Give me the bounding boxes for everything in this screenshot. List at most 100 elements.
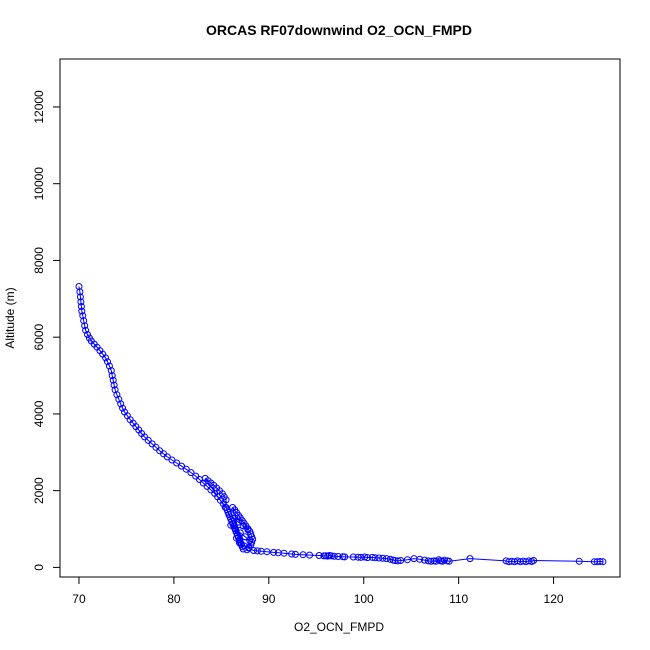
data-point: [330, 552, 338, 560]
x-tick-label: 80: [167, 592, 181, 606]
x-tick-label: 100: [354, 592, 374, 606]
data-point: [80, 317, 88, 325]
data-point: [236, 529, 244, 537]
data-point: [354, 553, 362, 561]
data-point: [111, 386, 119, 394]
y-tick-label: 12000: [32, 90, 46, 124]
x-tick-label: 110: [449, 592, 468, 606]
data-point: [104, 358, 111, 366]
data-point: [152, 443, 160, 451]
data-point: [163, 453, 171, 461]
data-point: [403, 556, 411, 564]
data-point: [239, 522, 247, 530]
data-point: [439, 557, 446, 565]
data-point: [299, 551, 307, 559]
data-point: [76, 288, 84, 296]
data-point: [341, 553, 349, 561]
data-point: [421, 556, 428, 564]
data-point: [110, 381, 118, 389]
plot-frame: [59, 58, 621, 578]
data-point: [361, 553, 369, 561]
data-point: [108, 372, 116, 380]
data-point: [440, 556, 448, 564]
data-point: [227, 521, 235, 529]
data-point: [244, 526, 252, 534]
x-axis: 70 80 90 100 110 120: [72, 576, 564, 606]
data-point: [416, 555, 424, 563]
data-point: [117, 400, 125, 408]
data-point: [288, 550, 296, 558]
data-point: [107, 367, 115, 375]
data-point: [246, 537, 254, 544]
data-point: [173, 459, 181, 467]
data-point: [113, 391, 121, 399]
data-point: [349, 553, 357, 561]
data-point: [445, 557, 453, 565]
data-point: [84, 331, 91, 338]
data-point: [270, 548, 278, 556]
data-point: [466, 555, 474, 563]
series-layer: [75, 283, 607, 566]
y-axis: 0 2000 4000 6000 8000 10000 12000: [32, 90, 61, 571]
data-point: [291, 550, 299, 558]
data-point: [599, 558, 607, 566]
data-point: [78, 307, 86, 315]
y-tick-label: 0: [32, 564, 46, 571]
data-point: [530, 557, 538, 564]
data-point: [187, 469, 195, 477]
data-point: [102, 354, 110, 362]
data-point: [115, 395, 123, 403]
data-point: [364, 554, 371, 562]
data-point: [427, 557, 435, 565]
data-point: [306, 551, 314, 559]
data-point: [596, 558, 604, 565]
data-point: [394, 557, 402, 565]
data-point: [280, 549, 288, 557]
data-point: [119, 404, 127, 412]
data-point: [379, 554, 387, 562]
data-point: [182, 465, 190, 473]
data-point: [234, 518, 242, 526]
data-point: [105, 362, 113, 370]
y-tick-label: 6000: [32, 324, 46, 351]
y-tick-label: 4000: [32, 400, 46, 427]
data-point: [141, 433, 148, 441]
y-tick-label: 8000: [32, 247, 46, 274]
data-point: [371, 554, 379, 562]
x-tick-label: 90: [262, 592, 276, 606]
data-point: [178, 462, 185, 470]
data-point: [375, 554, 383, 562]
data-point: [253, 547, 261, 555]
chart-title: ORCAS RF07downwind O2_OCN_FMPD: [206, 22, 472, 38]
data-point: [383, 555, 390, 563]
data-point: [250, 547, 258, 554]
series-line: [78, 286, 603, 563]
data-point: [575, 557, 583, 565]
data-point: [225, 511, 233, 518]
y-tick-label: 10000: [32, 167, 46, 201]
data-point: [79, 312, 87, 320]
x-tick-label: 120: [544, 592, 564, 606]
y-axis-label: Altitude (m): [3, 287, 17, 348]
data-point: [368, 553, 376, 561]
data-point: [334, 553, 342, 560]
data-point: [77, 298, 85, 306]
data-point: [76, 293, 84, 301]
data-point: [525, 557, 533, 565]
data-point: [82, 326, 90, 334]
data-point: [230, 514, 238, 522]
data-point: [241, 533, 249, 541]
data-point: [397, 557, 405, 564]
data-point: [315, 552, 323, 559]
data-point: [357, 553, 365, 561]
data-point: [109, 376, 117, 384]
data-point: [144, 436, 152, 444]
data-point: [263, 548, 271, 556]
data-point: [328, 552, 335, 560]
data-point: [77, 303, 85, 310]
x-axis-label: O2_OCN_FMPD: [294, 620, 384, 634]
x-tick-label: 70: [72, 592, 86, 606]
data-point: [386, 555, 394, 563]
data-point: [232, 525, 240, 533]
